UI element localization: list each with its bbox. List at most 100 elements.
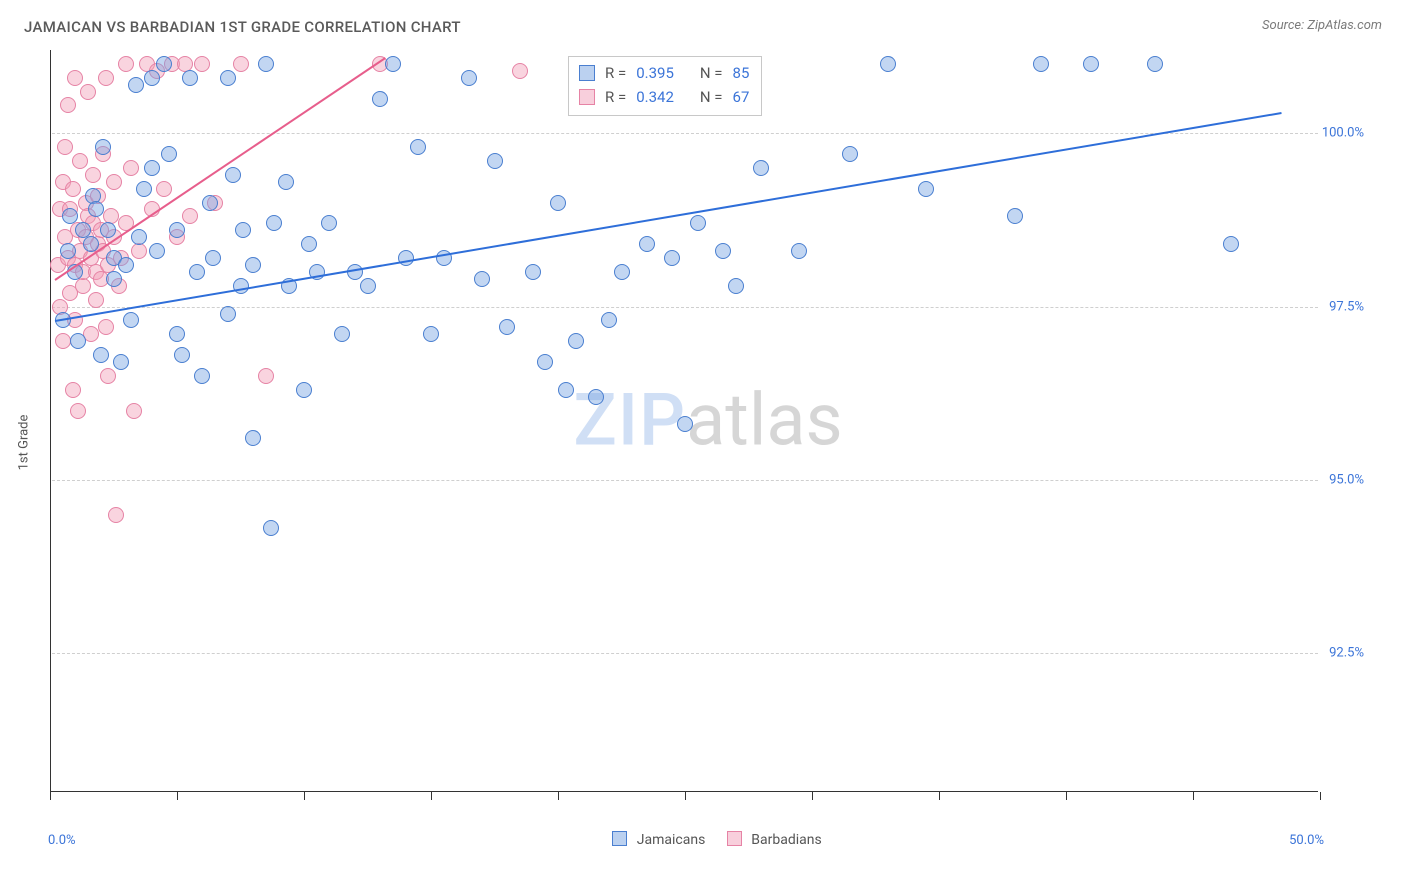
scatter-point [65,382,81,398]
scatter-point [131,243,147,259]
correlation-stats-box: R = 0.395 N = 85 R = 0.342 N = 67 [568,56,762,116]
scatter-point [568,333,584,349]
scatter-point [144,160,160,176]
legend-series1-swatch-icon [612,831,627,846]
x-tick [1193,792,1194,800]
scatter-point [385,56,401,72]
scatter-point [791,243,807,259]
watermark: ZIPatlas [573,377,842,462]
scatter-point [182,208,198,224]
scatter-point [753,160,769,176]
scatter-point [1223,236,1239,252]
scatter-point [220,70,236,86]
scatter-point [1147,56,1163,72]
scatter-point [108,507,124,523]
x-tick [431,792,432,800]
scatter-point [263,520,279,536]
scatter-point [70,333,86,349]
x-tick [50,792,51,800]
scatter-point [161,146,177,162]
scatter-point [128,77,144,93]
scatter-point [1083,56,1099,72]
scatter-point [296,382,312,398]
scatter-point [525,264,541,280]
scatter-point [174,347,190,363]
scatter-point [98,70,114,86]
x-tick [1066,792,1067,800]
scatter-point [690,215,706,231]
scatter-point [118,56,134,72]
scatter-point [372,91,388,107]
scatter-point [100,222,116,238]
scatter-point [278,174,294,190]
scatter-point [601,312,617,328]
scatter-point [67,70,83,86]
series1-swatch-icon [579,65,595,81]
x-tick [177,792,178,800]
scatter-point [194,368,210,384]
scatter-point [60,243,76,259]
scatter-point [614,264,630,280]
x-tick [304,792,305,800]
scatter-point [126,403,142,419]
scatter-point [512,63,528,79]
x-tick [939,792,940,800]
scatter-point [113,354,129,370]
scatter-point [225,167,241,183]
scatter-point [235,222,251,238]
scatter-point [72,153,88,169]
gridline-h [52,133,1318,134]
y-axis-label: 1st Grade [17,415,32,471]
scatter-point [499,319,515,335]
chart-title: JAMAICAN VS BARBADIAN 1ST GRADE CORRELAT… [24,18,461,36]
scatter-point [100,368,116,384]
source-attribution: Source: ZipAtlas.com [1262,18,1382,33]
scatter-point [334,326,350,342]
scatter-point [57,139,73,155]
scatter-point [169,326,185,342]
scatter-point [398,250,414,266]
scatter-point [123,160,139,176]
scatter-point [918,181,934,197]
gridline-h [52,653,1318,654]
scatter-point [189,264,205,280]
x-tick [1320,792,1321,800]
scatter-point [639,236,655,252]
x-tick [558,792,559,800]
scatter-point [202,195,218,211]
scatter-point [245,430,261,446]
scatter-plot: 1st Grade 92.5%95.0%97.5%100.0% ZIPatlas… [48,50,1368,820]
scatter-point [360,278,376,294]
scatter-point [842,146,858,162]
scatter-point [266,215,282,231]
scatter-point [301,236,317,252]
scatter-point [233,56,249,72]
scatter-point [65,181,81,197]
scatter-point [550,195,566,211]
scatter-point [588,389,604,405]
scatter-point [194,56,210,72]
stats-row-series2: R = 0.342 N = 67 [579,85,749,109]
scatter-point [880,56,896,72]
scatter-point [537,354,553,370]
y-tick-label: 100.0% [1322,126,1364,141]
scatter-point [558,382,574,398]
series2-swatch-icon [579,89,595,105]
scatter-point [88,201,104,217]
y-tick-label: 92.5% [1329,646,1364,661]
scatter-point [123,312,139,328]
legend-series2-label: Barbadians [751,832,821,848]
scatter-point [423,326,439,342]
scatter-point [205,250,221,266]
scatter-point [88,292,104,308]
scatter-point [664,250,680,266]
scatter-point [95,139,111,155]
scatter-point [70,403,86,419]
scatter-point [156,56,172,72]
gridline-h [52,480,1318,481]
scatter-point [144,70,160,86]
scatter-point [75,278,91,294]
scatter-point [245,257,261,273]
legend-series2-swatch-icon [727,831,742,846]
scatter-point [136,181,152,197]
